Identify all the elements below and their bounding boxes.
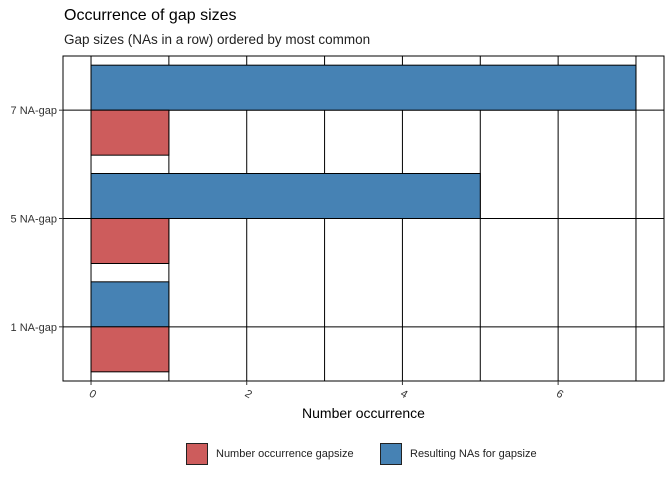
- y-tick-label-1-na-gap: 1 NA-gap: [11, 322, 57, 334]
- x-tick-label-4: 4: [398, 388, 409, 401]
- bar-number-occurrence-7-na-gap: [90, 109, 170, 156]
- bar-resulting-nas-5-na-gap: [90, 173, 481, 219]
- bar-number-occurrence-1-na-gap: [90, 326, 170, 373]
- legend-label-resulting-nas: Resulting NAs for gapsize: [410, 448, 537, 460]
- y-tick-label-7-na-gap: 7 NA-gap: [11, 105, 57, 117]
- bar-number-occurrence-5-na-gap: [90, 218, 170, 264]
- legend-key-resulting-nas: [380, 443, 402, 465]
- chart-title: Occurrence of gap sizes: [64, 7, 237, 24]
- legend: Number occurrence gapsize Resulting NAs …: [0, 441, 672, 467]
- chart-subtitle: Gap sizes (NAs in a row) ordered by most…: [64, 32, 371, 47]
- legend-key-number-occurrence: [186, 443, 208, 465]
- x-tick-label-0: 0: [87, 388, 98, 401]
- x-axis-title: Number occurrence: [302, 405, 425, 421]
- y-tick-label-5-na-gap: 5 NA-gap: [11, 214, 57, 226]
- x-tick-label-2: 2: [243, 388, 254, 401]
- bars: [90, 64, 637, 373]
- bar-resulting-nas-1-na-gap: [90, 281, 170, 328]
- tick-labels: 7 NA-gap 5 NA-gap 1 NA-gap 0 2 4 6: [11, 105, 566, 401]
- legend-item-resulting-nas: Resulting NAs for gapsize: [380, 441, 537, 467]
- legend-label-number-occurrence: Number occurrence gapsize: [216, 448, 354, 460]
- legend-item-number-occurrence: Number occurrence gapsize: [186, 441, 354, 467]
- bar-resulting-nas-7-na-gap: [90, 64, 637, 111]
- x-tick-label-6: 6: [554, 388, 565, 401]
